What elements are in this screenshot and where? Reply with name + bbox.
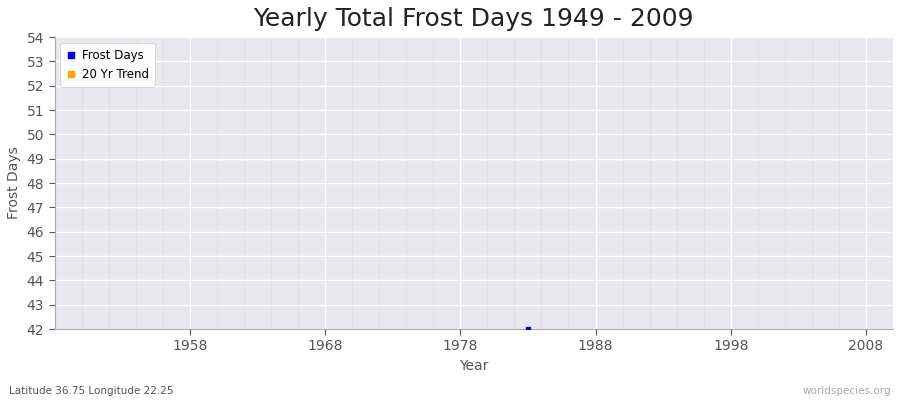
Text: worldspecies.org: worldspecies.org [803,386,891,396]
Y-axis label: Frost Days: Frost Days [7,147,21,220]
Title: Yearly Total Frost Days 1949 - 2009: Yearly Total Frost Days 1949 - 2009 [254,7,694,31]
Legend: Frost Days, 20 Yr Trend: Frost Days, 20 Yr Trend [60,43,155,87]
X-axis label: Year: Year [459,359,489,373]
Text: Latitude 36.75 Longitude 22.25: Latitude 36.75 Longitude 22.25 [9,386,174,396]
